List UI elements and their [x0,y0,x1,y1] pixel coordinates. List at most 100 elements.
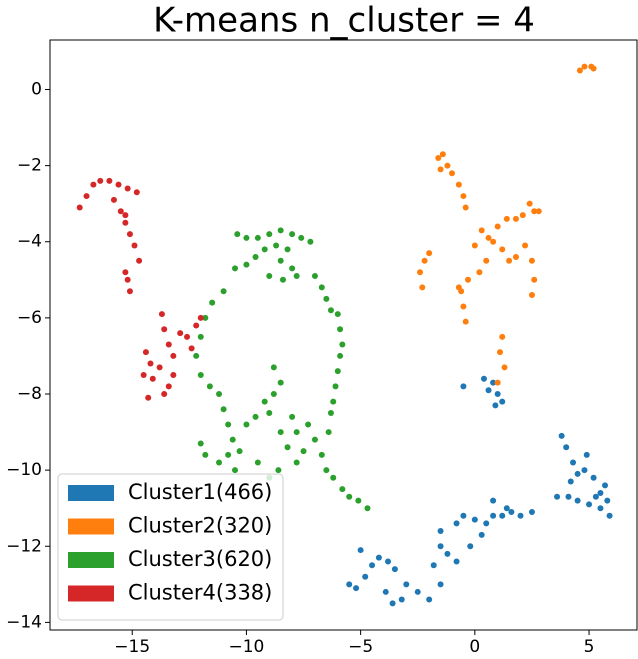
point [508,509,515,515]
point [220,406,227,413]
point [496,349,503,356]
point [483,520,490,527]
point [531,276,538,283]
x-tick-label: −10 [228,637,264,655]
point [467,543,474,550]
point [439,151,446,158]
point [110,196,117,203]
point [325,429,332,436]
plot-frame [49,39,638,631]
point [193,322,200,329]
point [122,269,129,276]
point [197,440,204,447]
point [252,253,259,260]
point [145,394,152,401]
point [161,326,168,333]
point [503,505,510,512]
x-tick-label: −5 [348,637,373,655]
point [414,588,421,595]
point [590,65,597,72]
point [476,269,483,276]
point [535,208,542,215]
point [289,265,296,272]
point [254,459,261,466]
point [522,242,529,249]
point [597,505,604,512]
point [334,311,341,318]
point [209,299,216,306]
y-tick-label: 0 [31,79,42,99]
point [330,398,337,405]
point [202,451,209,458]
y-tick-label: −10 [6,460,42,480]
point [232,467,239,474]
y-tick-label: −8 [17,384,42,404]
point [398,596,405,603]
point [202,314,209,321]
point [332,383,339,390]
point [517,512,524,519]
point [197,371,204,378]
point [355,497,362,504]
x-tick-label: 5 [584,637,595,655]
point [229,436,236,443]
point [277,227,284,234]
point [462,318,469,325]
point [565,493,572,500]
point [471,516,478,523]
point [140,371,147,378]
point [519,212,526,219]
point [197,314,204,321]
point [327,307,334,314]
point [275,467,282,474]
point [289,231,296,238]
point [339,486,346,493]
point [323,295,330,302]
point [273,242,280,249]
point [563,444,570,451]
point [216,459,223,466]
y-tick-label: −2 [17,156,42,176]
point [337,352,344,359]
point [284,444,291,451]
point [581,63,588,70]
point [576,67,583,74]
point [106,177,113,184]
x-tick-label: −15 [114,637,150,655]
point [277,257,284,264]
point [307,238,314,245]
point [494,379,501,386]
point [403,581,410,588]
point [293,429,300,436]
point [149,375,156,382]
point [279,276,286,283]
point [225,451,232,458]
point [558,432,565,439]
point [115,181,122,188]
point [494,223,501,230]
point [437,528,444,535]
point [364,505,371,512]
point [270,391,277,397]
point [330,474,337,481]
point [385,558,392,565]
point [435,155,442,161]
point [453,558,460,565]
point [567,478,574,485]
y-tick-label: −6 [17,308,42,328]
point [124,185,131,192]
point [261,398,268,405]
point [193,352,200,359]
point [499,512,506,519]
legend: Cluster1(466) Cluster2(320) Cluster3(620) C… [57,473,284,621]
point [142,349,149,356]
point [499,398,506,405]
point [490,379,497,386]
point [499,333,506,340]
point [590,474,597,481]
point [490,512,497,519]
point [327,410,334,417]
point [419,284,426,291]
point [574,497,581,504]
point [165,383,172,390]
